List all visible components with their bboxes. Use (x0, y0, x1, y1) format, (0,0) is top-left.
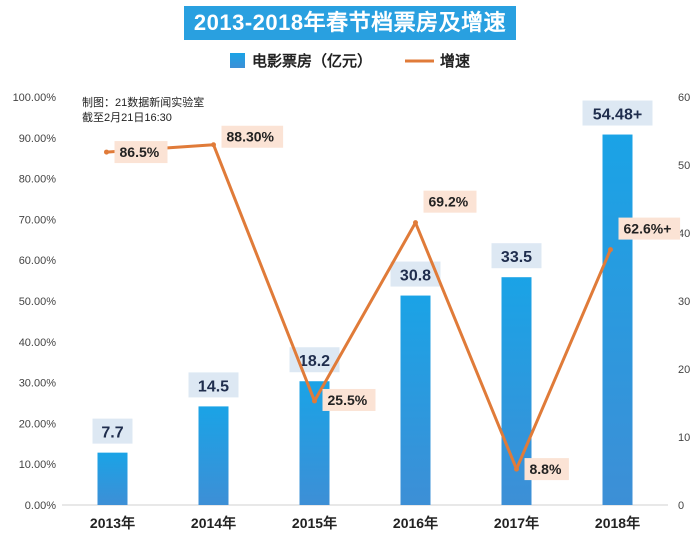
rate-value-label: 86.5% (120, 144, 160, 160)
bar-label-bg (491, 243, 542, 269)
bar-label-bg (92, 418, 133, 444)
y-left-tick-label: 0.00% (25, 500, 56, 512)
x-tick-label: 2015年 (292, 515, 337, 531)
rate-value-label: 69.2% (429, 194, 469, 210)
chart-notes: 制图：21数据新闻实验室 截至2月21日16:30 (82, 95, 204, 124)
growth-point (312, 398, 317, 404)
growth-point (211, 142, 216, 148)
bar-value-label: 33.5 (501, 249, 532, 266)
y-right-tick-label: 50 (678, 160, 690, 172)
x-tick-label: 2016年 (393, 515, 438, 531)
bar-value-label: 18.2 (299, 353, 330, 370)
bar-label-bg (188, 372, 239, 398)
legend-line-label: 增速 (440, 52, 470, 70)
note-credit: 制图：21数据新闻实验室 (82, 95, 204, 109)
y-left-tick-label: 20.00% (19, 418, 57, 430)
y-left-tick-label: 90.00% (19, 133, 57, 145)
bar-value-label: 7.7 (101, 425, 123, 442)
bar (97, 452, 128, 505)
legend-bar-swatch (230, 53, 245, 68)
rate-label-bg (221, 125, 284, 148)
y-left-tick-label: 60.00% (19, 255, 57, 267)
y-left-tick-label: 30.00% (19, 378, 57, 390)
x-tick-label: 2013年 (90, 515, 135, 531)
rate-label-bg (423, 190, 477, 213)
x-tick-label: 2017年 (494, 515, 539, 531)
rate-label-bg (524, 458, 569, 481)
bar-value-label: 30.8 (400, 268, 431, 285)
bar-value-label: 14.5 (198, 378, 229, 395)
y-left-tick-label: 10.00% (19, 459, 57, 471)
growth-line (106, 143, 612, 471)
y-right-tick-label: 20 (678, 364, 690, 376)
chart-title: 2013-2018年春节档票房及增速 (184, 6, 516, 40)
rate-label-bg (322, 388, 376, 411)
growth-point (104, 149, 109, 155)
rate-value-label: 88.30% (227, 129, 275, 145)
rate-label-bg (618, 217, 681, 240)
x-tick-label: 2018年 (595, 515, 640, 531)
rate-value-label: 8.8% (530, 461, 562, 477)
y-left-tick-label: 80.00% (19, 174, 57, 186)
note-timestamp: 截至2月21日16:30 (82, 110, 172, 124)
bar (602, 134, 633, 505)
growth-point (413, 220, 418, 226)
y-left-tick-label: 40.00% (19, 337, 57, 349)
growth-point (608, 247, 613, 253)
y-right-tick-label: 10 (678, 432, 690, 444)
y-left-tick-label: 50.00% (19, 296, 57, 308)
rate-value-label: 25.5% (328, 392, 368, 408)
bar (400, 295, 431, 505)
legend-bar-label: 电影票房（亿元） (252, 52, 372, 70)
y-right-tick-label: 40 (678, 228, 690, 240)
rate-label-bg (114, 141, 168, 164)
bar (198, 406, 229, 505)
bar-label-bg (582, 100, 653, 126)
y-left-tick-label: 100.00% (13, 92, 57, 104)
legend: 电影票房（亿元） 增速 (230, 52, 470, 70)
y-right-tick-label: 30 (678, 296, 690, 308)
bar-value-label: 54.48+ (593, 107, 642, 124)
y-right-tick-label: 60 (678, 92, 690, 104)
growth-point (514, 466, 519, 472)
y-left-tick-label: 70.00% (19, 214, 57, 226)
y-right-tick-label: 0 (678, 500, 684, 512)
rate-value-label: 62.6%+ (624, 221, 672, 237)
x-tick-label: 2014年 (191, 515, 236, 531)
